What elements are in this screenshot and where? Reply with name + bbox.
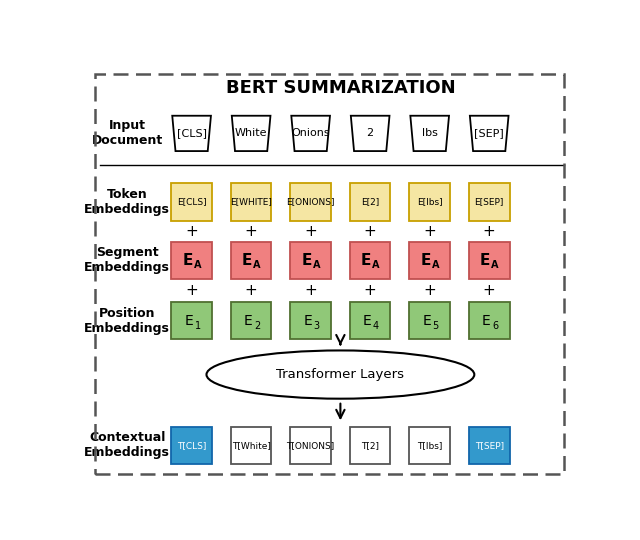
Text: E: E [184,314,193,328]
FancyBboxPatch shape [231,302,271,339]
Polygon shape [410,116,449,151]
Text: E: E [361,253,371,268]
FancyBboxPatch shape [172,183,212,221]
Text: +: + [364,224,376,239]
Text: E: E [363,314,372,328]
FancyBboxPatch shape [291,302,331,339]
Text: Segment
Embeddings: Segment Embeddings [84,246,170,274]
Text: 2: 2 [254,321,260,330]
Text: 3: 3 [314,321,319,330]
FancyBboxPatch shape [350,302,390,339]
FancyBboxPatch shape [350,427,390,464]
Text: T[SEP]: T[SEP] [475,441,504,450]
FancyBboxPatch shape [410,183,450,221]
Text: A: A [253,260,261,270]
FancyBboxPatch shape [350,241,390,279]
Text: +: + [185,283,198,298]
Text: E[CLS]: E[CLS] [177,198,207,206]
FancyBboxPatch shape [469,241,509,279]
Text: White: White [235,129,268,138]
Polygon shape [232,116,271,151]
Text: E: E [244,314,253,328]
Text: T[White]: T[White] [232,441,271,450]
FancyBboxPatch shape [410,241,450,279]
Text: T[lbs]: T[lbs] [417,441,442,450]
Text: E: E [182,253,193,268]
Polygon shape [291,116,330,151]
Text: +: + [423,224,436,239]
Text: T[2]: T[2] [361,441,379,450]
FancyBboxPatch shape [231,427,271,464]
Text: Token
Embeddings: Token Embeddings [84,188,170,216]
Text: E[SEP]: E[SEP] [474,198,504,206]
FancyBboxPatch shape [291,427,331,464]
FancyBboxPatch shape [231,241,271,279]
Text: E: E [301,253,312,268]
FancyBboxPatch shape [469,302,509,339]
Text: E[WHITE]: E[WHITE] [230,198,272,206]
Text: +: + [304,283,317,298]
Text: Input
Document: Input Document [92,119,163,147]
Text: A: A [432,260,440,270]
Text: A: A [194,260,202,270]
Text: E: E [482,314,491,328]
Text: E[ONIONS]: E[ONIONS] [286,198,335,206]
Text: +: + [483,283,495,298]
Text: 4: 4 [373,321,379,330]
FancyBboxPatch shape [291,183,331,221]
Text: +: + [244,283,257,298]
Text: E[2]: E[2] [361,198,380,206]
Text: E[lbs]: E[lbs] [417,198,442,206]
Polygon shape [172,116,211,151]
Text: Position
Embeddings: Position Embeddings [84,307,170,334]
Text: +: + [483,224,495,239]
Text: [CLS]: [CLS] [177,129,207,138]
Text: 5: 5 [433,321,439,330]
Text: A: A [372,260,380,270]
Polygon shape [470,116,509,151]
Text: E: E [242,253,252,268]
FancyBboxPatch shape [291,241,331,279]
Text: +: + [364,283,376,298]
FancyBboxPatch shape [410,302,450,339]
Text: 1: 1 [195,321,200,330]
Text: lbs: lbs [422,129,438,138]
FancyBboxPatch shape [231,183,271,221]
Text: 2: 2 [367,129,374,138]
Text: +: + [244,224,257,239]
FancyBboxPatch shape [469,183,509,221]
Text: T[ONIONS]: T[ONIONS] [287,441,335,450]
Ellipse shape [207,350,474,399]
Text: +: + [423,283,436,298]
Text: Transformer Layers: Transformer Layers [276,368,404,381]
FancyBboxPatch shape [172,427,212,464]
FancyBboxPatch shape [172,241,212,279]
Text: Onions: Onions [291,129,330,138]
Text: Contextual
Embeddings: Contextual Embeddings [84,431,170,459]
Text: +: + [185,224,198,239]
Text: E: E [303,314,312,328]
Text: E: E [422,314,431,328]
FancyBboxPatch shape [469,427,509,464]
FancyBboxPatch shape [410,427,450,464]
Text: 6: 6 [492,321,498,330]
Text: T[CLS]: T[CLS] [177,441,206,450]
Text: BERT SUMMARIZATION: BERT SUMMARIZATION [225,79,455,97]
FancyBboxPatch shape [350,183,390,221]
Text: A: A [313,260,321,270]
FancyBboxPatch shape [172,302,212,339]
Text: E: E [420,253,431,268]
Text: A: A [492,260,499,270]
Text: [SEP]: [SEP] [474,129,504,138]
Text: E: E [480,253,490,268]
Text: +: + [304,224,317,239]
Polygon shape [351,116,390,151]
